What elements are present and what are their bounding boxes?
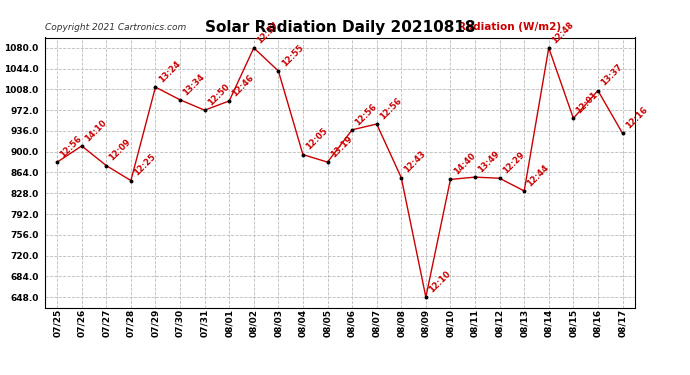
Text: 12:55: 12:55: [279, 43, 305, 68]
Text: 12:56: 12:56: [378, 96, 403, 121]
Point: [224, 98, 235, 104]
Point: [396, 175, 407, 181]
Text: 12:16: 12:16: [624, 105, 649, 130]
Text: 12:29: 12:29: [501, 150, 526, 176]
Text: Copyright 2021 Cartronics.com: Copyright 2021 Cartronics.com: [45, 23, 186, 32]
Point: [593, 88, 604, 94]
Point: [322, 159, 333, 165]
Point: [543, 45, 554, 51]
Text: 12:09: 12:09: [108, 138, 132, 163]
Text: 13:37: 13:37: [599, 63, 624, 88]
Text: 12:56: 12:56: [59, 134, 83, 159]
Text: 12:43: 12:43: [402, 150, 428, 175]
Text: 12:10: 12:10: [427, 269, 453, 294]
Point: [568, 115, 579, 121]
Text: 12:48: 12:48: [550, 20, 575, 45]
Text: 12:25: 12:25: [132, 152, 157, 178]
Point: [519, 188, 530, 194]
Point: [126, 178, 137, 184]
Text: 14:10: 14:10: [83, 118, 108, 143]
Point: [371, 121, 382, 127]
Point: [199, 107, 210, 113]
Text: 13:24: 13:24: [157, 59, 182, 84]
Text: 12:46: 12:46: [230, 73, 256, 98]
Text: 12:44: 12:44: [525, 163, 551, 188]
Point: [346, 127, 357, 133]
Point: [469, 174, 480, 180]
Point: [494, 175, 505, 181]
Text: 12:50: 12:50: [206, 82, 231, 107]
Text: 13:19: 13:19: [328, 134, 354, 159]
Text: 12:01: 12:01: [575, 90, 600, 116]
Text: 12:56: 12:56: [353, 102, 379, 127]
Point: [297, 152, 308, 157]
Point: [420, 294, 431, 300]
Point: [76, 143, 87, 149]
Text: 13:34: 13:34: [181, 72, 206, 97]
Text: 14:40: 14:40: [452, 151, 477, 177]
Point: [248, 45, 259, 51]
Text: 12:37: 12:37: [255, 20, 280, 45]
Point: [445, 176, 456, 182]
Point: [175, 97, 186, 103]
Point: [150, 84, 161, 90]
Point: [273, 68, 284, 74]
Point: [617, 130, 628, 136]
Text: 13:49: 13:49: [476, 149, 502, 174]
Title: Solar Radiation Daily 20210818: Solar Radiation Daily 20210818: [204, 20, 475, 35]
Text: 12:05: 12:05: [304, 126, 329, 152]
Point: [52, 159, 63, 165]
Point: [101, 163, 112, 169]
Text: Radiation (W/m2): Radiation (W/m2): [457, 22, 561, 32]
